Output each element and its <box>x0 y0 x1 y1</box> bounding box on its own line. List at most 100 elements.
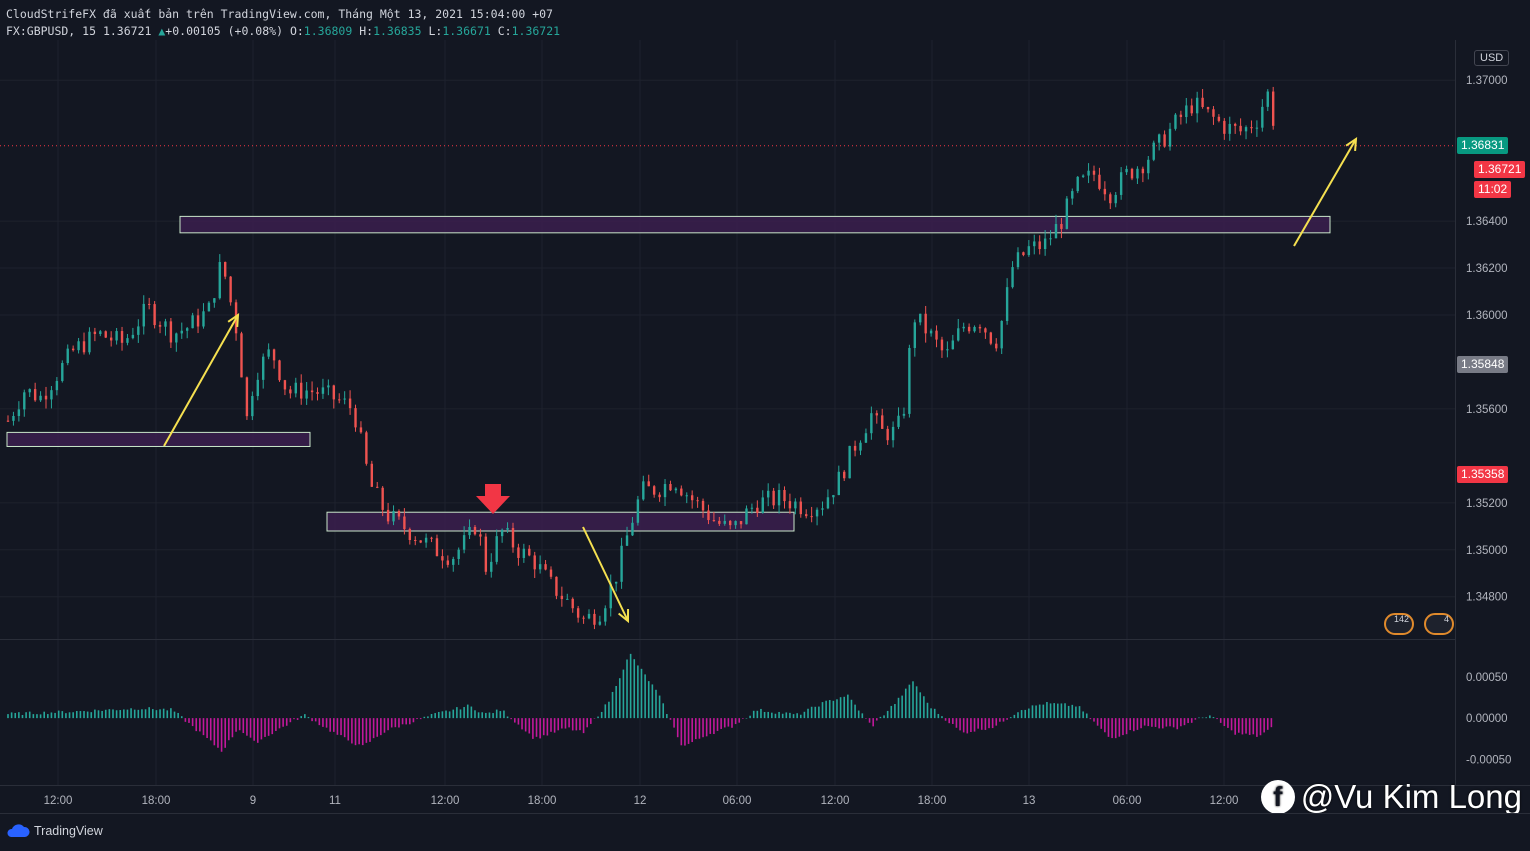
currency-selector[interactable]: USD <box>1474 50 1510 66</box>
macd-bar <box>202 718 205 736</box>
candle-body <box>913 322 917 348</box>
candle-body <box>962 326 965 329</box>
macd-bar <box>1078 706 1081 719</box>
candle-body <box>164 321 167 327</box>
macd-bar <box>948 718 950 724</box>
macd-bar <box>1190 718 1193 723</box>
candle-body <box>142 303 145 327</box>
brand-name: TradingView <box>34 824 103 838</box>
macd-bar <box>1111 718 1113 739</box>
macd-bar <box>861 713 864 719</box>
time-tick: 06:00 <box>723 795 752 807</box>
cloud-icon <box>7 824 30 837</box>
candle-body <box>620 545 623 582</box>
macd-bar <box>510 718 512 720</box>
macd-bar <box>289 718 292 723</box>
tradingview-logo[interactable]: TradingView <box>6 824 103 838</box>
macd-bar <box>191 718 194 727</box>
candle-body <box>560 595 564 600</box>
macd-bar <box>1129 718 1131 731</box>
candle-body <box>131 334 135 339</box>
candle-body <box>332 385 335 400</box>
macd-bar <box>448 711 451 719</box>
price-chart[interactable]: 1.37000 1.36400 1.36200 1.36000 1.35600 1.352… <box>0 0 1530 813</box>
candle-body <box>495 536 498 562</box>
candle-body <box>251 396 254 417</box>
candle-body <box>1217 116 1221 121</box>
macd-bar <box>662 703 665 719</box>
macd-bar <box>1238 718 1240 733</box>
facebook-icon: f <box>1260 780 1295 814</box>
macd-bar <box>506 716 509 719</box>
candle-body <box>511 528 515 548</box>
macd-bar <box>1133 718 1135 732</box>
candle-body <box>1195 97 1199 114</box>
candle-body <box>93 331 97 335</box>
candle-body <box>283 380 287 390</box>
macd-bar <box>32 714 35 719</box>
macd-bar <box>1154 718 1157 727</box>
macd-bar <box>217 718 219 748</box>
candle-body <box>71 348 75 351</box>
candle-body <box>783 489 786 502</box>
macd-bar <box>593 718 596 719</box>
candle-body <box>636 499 640 523</box>
candle-body <box>566 598 569 600</box>
macd-bar <box>1180 718 1182 727</box>
candle-body <box>1147 159 1150 174</box>
candle-body <box>951 340 955 350</box>
macd-bar <box>633 659 636 719</box>
arrow-up-1-icon-head <box>227 312 240 328</box>
macd-bar <box>1125 718 1128 735</box>
candle-body <box>669 484 672 491</box>
candle-body <box>1168 128 1172 147</box>
economic-event-us-flag-icon[interactable]: 142 <box>1384 613 1414 635</box>
candle-body <box>935 330 938 340</box>
candle-body <box>1250 127 1253 129</box>
candle-body <box>316 392 319 394</box>
macd-bar <box>1140 718 1142 729</box>
macd-bar <box>1046 702 1048 719</box>
macd-bar <box>459 709 462 719</box>
macd-bar <box>579 718 581 731</box>
candle-body <box>598 621 602 625</box>
candle-body <box>359 427 363 433</box>
macd-bar <box>336 718 339 735</box>
macd-bar <box>137 709 140 719</box>
macd-bar <box>828 700 831 719</box>
candle-body <box>1212 109 1215 117</box>
candle-body <box>66 348 69 364</box>
candle-body <box>376 486 379 488</box>
candle-body <box>484 536 488 572</box>
candle-body <box>278 360 281 381</box>
macd-bar <box>941 716 943 719</box>
candle-body <box>750 507 754 509</box>
candle-body <box>718 520 721 524</box>
macd-bar <box>720 718 722 729</box>
candle-body <box>788 501 792 509</box>
macd-bar <box>600 711 603 719</box>
economic-event-us-flag-icon[interactable]: 4 <box>1424 613 1454 635</box>
candle-body <box>859 442 862 451</box>
macd-bar <box>1147 718 1150 727</box>
zone-support-left <box>6 431 311 447</box>
candle-body <box>756 507 759 513</box>
macd-bar <box>195 718 198 732</box>
candle-body <box>919 313 922 323</box>
candle-body <box>1261 106 1264 128</box>
macd-bar <box>409 718 411 725</box>
macd-bar <box>785 712 788 719</box>
candle-body <box>39 395 42 401</box>
macd-bar <box>50 712 53 719</box>
macd-bar <box>919 692 922 719</box>
candle-body <box>728 520 732 526</box>
macd-bar <box>365 718 368 743</box>
macd-bar <box>676 718 679 738</box>
macd-bar <box>521 718 523 730</box>
candle-body <box>674 488 678 491</box>
candle-body <box>690 495 694 501</box>
candle-body <box>120 331 124 343</box>
macd-bar <box>857 710 860 719</box>
footer-bar: TradingView <box>0 813 1530 851</box>
macd-bar <box>1176 718 1179 730</box>
